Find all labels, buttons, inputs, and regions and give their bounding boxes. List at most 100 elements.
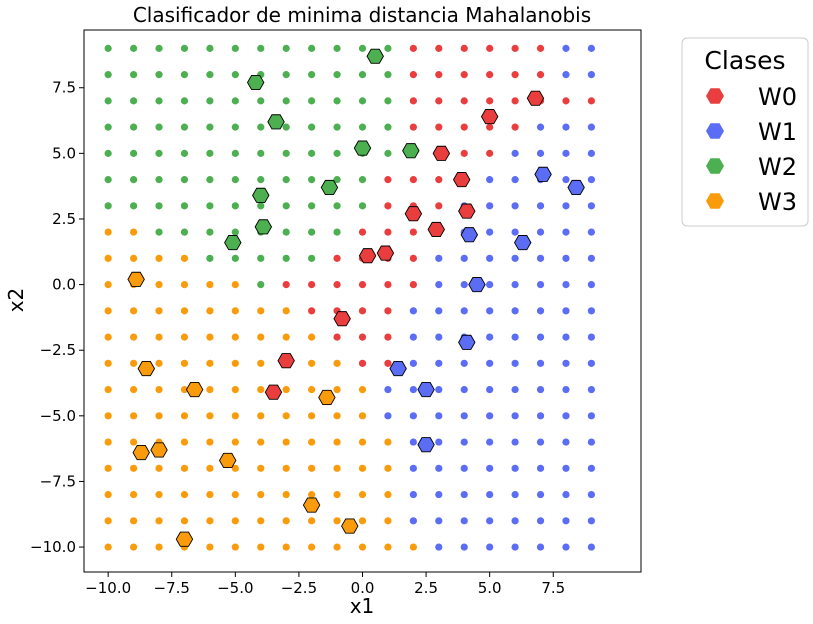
grid-point bbox=[358, 202, 367, 210]
grid-point bbox=[460, 254, 468, 262]
grid-point bbox=[155, 44, 163, 52]
training-point-w2 bbox=[246, 74, 265, 91]
grid-point bbox=[308, 71, 316, 79]
grid-point bbox=[384, 438, 392, 446]
grid-point bbox=[130, 149, 138, 157]
grid-point bbox=[435, 97, 443, 105]
grid-point bbox=[562, 97, 570, 105]
grid-point bbox=[486, 149, 494, 157]
training-point-w1 bbox=[460, 227, 479, 243]
x-tick-label: −5.0 bbox=[217, 579, 253, 597]
grid-point bbox=[511, 517, 519, 525]
grid-point bbox=[333, 176, 341, 184]
grid-point bbox=[155, 385, 163, 394]
grid-point bbox=[180, 359, 189, 367]
grid-point bbox=[206, 202, 214, 210]
grid-point bbox=[562, 254, 570, 262]
training-point-w2 bbox=[366, 48, 384, 64]
grid-point bbox=[231, 543, 239, 551]
grid-point bbox=[409, 359, 417, 367]
grid-point bbox=[486, 385, 494, 394]
grid-point bbox=[257, 464, 265, 472]
y-axis-label: x2 bbox=[4, 288, 28, 313]
grid-point bbox=[587, 44, 596, 52]
grid-point bbox=[231, 97, 239, 105]
grid-point bbox=[130, 490, 138, 499]
grid-point bbox=[486, 307, 494, 315]
grid-point bbox=[104, 176, 112, 184]
grid-point bbox=[536, 490, 545, 499]
grid-point bbox=[155, 517, 163, 525]
grid-point bbox=[180, 385, 189, 394]
training-point-w3 bbox=[137, 361, 156, 377]
grid-point bbox=[231, 359, 239, 367]
grid-point bbox=[206, 438, 214, 446]
grid-point bbox=[130, 176, 138, 184]
grid-point bbox=[562, 281, 570, 289]
grid-point bbox=[308, 97, 316, 105]
grid-point bbox=[460, 97, 468, 105]
grid-point bbox=[206, 412, 214, 420]
grid-point bbox=[180, 228, 189, 236]
grid-point bbox=[435, 281, 443, 289]
grid-point bbox=[282, 385, 290, 394]
grid-point bbox=[409, 543, 417, 551]
grid-point bbox=[511, 123, 519, 131]
grid-point bbox=[384, 149, 392, 157]
grid-point bbox=[460, 44, 468, 52]
x-tick-label: 0.0 bbox=[351, 579, 375, 597]
grid-point bbox=[206, 333, 214, 341]
grid-point bbox=[384, 202, 392, 210]
training-point-w2 bbox=[353, 140, 372, 156]
grid-point bbox=[308, 176, 316, 184]
grid-point bbox=[257, 281, 265, 289]
grid-point bbox=[409, 281, 417, 289]
training-point-w1 bbox=[417, 437, 435, 453]
grid-point bbox=[308, 307, 316, 315]
grid-point bbox=[257, 490, 265, 499]
grid-point bbox=[155, 359, 163, 367]
grid-point bbox=[358, 385, 367, 394]
grid-point bbox=[130, 254, 138, 262]
legend-label-w0: W0 bbox=[758, 83, 797, 111]
grid-point bbox=[308, 412, 316, 420]
grid-point bbox=[282, 123, 290, 131]
grid-point bbox=[511, 71, 519, 79]
grid-point bbox=[511, 149, 519, 157]
grid-point bbox=[536, 149, 545, 157]
grid-point bbox=[130, 359, 138, 367]
grid-point bbox=[282, 281, 290, 289]
grid-point bbox=[587, 464, 596, 472]
grid-point bbox=[435, 307, 443, 315]
plot-area bbox=[83, 29, 642, 573]
grid-point bbox=[155, 123, 163, 131]
grid-point bbox=[155, 543, 163, 551]
training-point-w0 bbox=[358, 248, 377, 264]
grid-point bbox=[562, 123, 570, 131]
grid-point bbox=[231, 71, 239, 79]
grid-point bbox=[155, 490, 163, 499]
grid-point bbox=[333, 359, 341, 367]
grid-point bbox=[130, 202, 138, 210]
grid-point bbox=[180, 254, 189, 262]
grid-point bbox=[231, 333, 239, 341]
training-point-w1 bbox=[534, 166, 552, 182]
grid-point bbox=[104, 149, 112, 157]
grid-point bbox=[257, 123, 265, 131]
grid-point bbox=[231, 438, 239, 446]
grid-point bbox=[104, 228, 112, 236]
y-tick-label: 2.5 bbox=[52, 210, 76, 228]
grid-point bbox=[282, 176, 290, 184]
grid-point bbox=[384, 543, 392, 551]
grid-point bbox=[282, 202, 290, 210]
grid-point bbox=[104, 412, 112, 420]
grid-point bbox=[358, 543, 367, 551]
grid-point bbox=[104, 281, 112, 289]
grid-point bbox=[180, 97, 189, 105]
grid-point bbox=[536, 281, 545, 289]
grid-point bbox=[308, 281, 316, 289]
grid-point bbox=[460, 71, 468, 79]
grid-point bbox=[358, 307, 367, 315]
grid-point bbox=[333, 438, 341, 446]
y-tick-label: −2.5 bbox=[40, 341, 76, 359]
